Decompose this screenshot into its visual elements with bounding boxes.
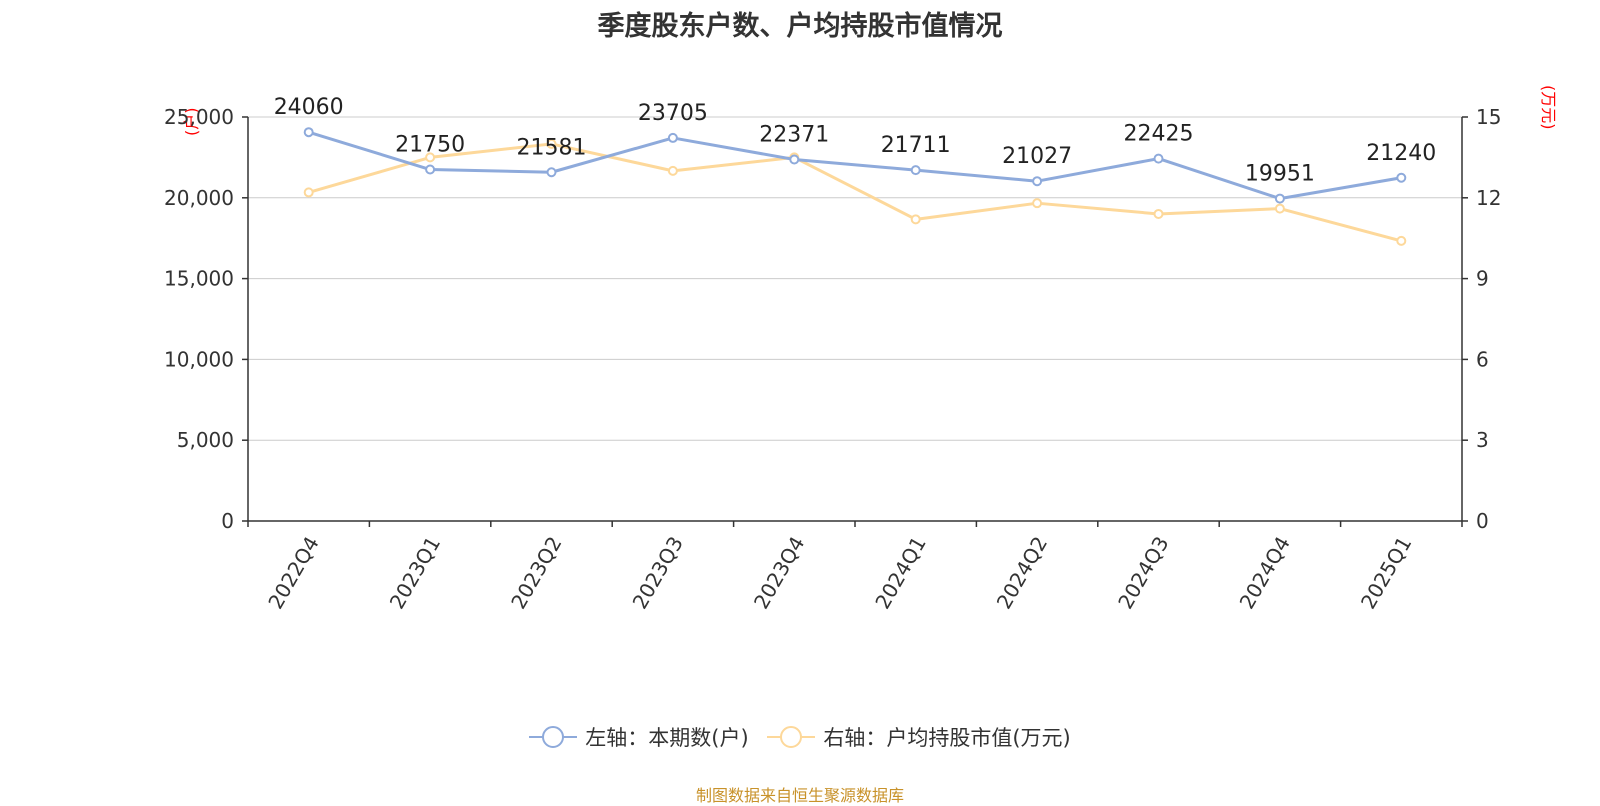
legend-label-avg-value: 右轴：户均持股市值(万元): [823, 726, 1071, 750]
data-point-households: [546, 167, 557, 178]
right-axis-tick-label: 3: [1476, 428, 1489, 452]
left-axis-tick-label: 25,000: [164, 105, 234, 129]
data-point-households: [1153, 153, 1164, 164]
data-label: 24060: [274, 95, 344, 120]
data-point-avg-value: [425, 152, 436, 163]
x-axis-tick-label: 2023Q4: [749, 532, 809, 613]
source-note: 制图数据来自恒生聚源数据库: [695, 786, 904, 805]
left-axis-tick-label: 5,000: [177, 428, 234, 452]
data-point-avg-value: [1396, 235, 1407, 246]
legend-label-households: 左轴：本期数(户): [585, 726, 749, 750]
data-point-avg-value: [1032, 198, 1043, 209]
data-label: 21240: [1366, 141, 1436, 166]
data-point-households: [1274, 193, 1285, 204]
data-point-avg-value: [1274, 203, 1285, 214]
data-label: 22425: [1124, 122, 1194, 147]
data-point-avg-value: [667, 165, 678, 176]
legend: 左轴：本期数(户) 右轴：户均持股市值(万元): [0, 722, 1600, 754]
data-label: 19951: [1245, 162, 1315, 187]
data-label: 23705: [638, 101, 708, 126]
data-point-households: [303, 127, 314, 138]
right-axis-tick-label: 6: [1476, 347, 1489, 371]
x-axis-tick-label: 2023Q3: [628, 532, 688, 613]
left-axis-tick-label: 15,000: [164, 267, 234, 291]
data-label: 21027: [1002, 144, 1072, 169]
data-point-avg-value: [546, 138, 557, 149]
data-point-households: [910, 165, 921, 176]
legend-item-avg-value[interactable]: 右轴：户均持股市值(万元): [767, 722, 1071, 752]
left-axis-tick-label: 0: [221, 509, 234, 533]
line-chart: 0 5,000 10,000 15,000 20,000 25,000 0 3 6 9 12 15 20…: [164, 95, 1501, 613]
x-axis-tick-label: 2024Q4: [1235, 532, 1295, 613]
data-point-households: [667, 132, 678, 143]
data-point-households: [425, 164, 436, 175]
right-axis-tick-label: 12: [1476, 186, 1501, 210]
right-axis-tick-label: 9: [1476, 267, 1489, 291]
data-point-households: [1396, 172, 1407, 183]
legend-line-circle-icon: [767, 725, 816, 749]
data-point-households: [1032, 176, 1043, 187]
right-axis-tick-label: 0: [1476, 509, 1489, 533]
chart-title: 季度股东户数、户均持股市值情况: [597, 11, 1003, 42]
right-axis-tick-label: 15: [1476, 105, 1501, 129]
series-line-households: [308, 130, 1402, 201]
left-axis-tick-label: 10,000: [164, 347, 234, 371]
series-line-avg-value: [308, 142, 1402, 243]
x-axis-tick-label: 2023Q1: [385, 532, 445, 613]
data-label: 21581: [517, 135, 587, 160]
x-axis-tick-label: 2024Q3: [1113, 532, 1173, 613]
left-axis-tick-label: 20,000: [164, 186, 234, 210]
x-axis-tick-label: 2024Q1: [870, 532, 930, 613]
data-point-avg-value: [1153, 208, 1164, 219]
x-axis-tick-label: 2025Q1: [1356, 532, 1416, 613]
legend-item-households[interactable]: 左轴：本期数(户): [529, 722, 749, 752]
x-axis-tick-label: 2022Q4: [263, 532, 323, 613]
data-label: 21750: [395, 133, 465, 158]
data-point-households: [789, 154, 800, 165]
x-axis-tick-label: 2023Q2: [506, 532, 566, 613]
data-point-avg-value: [910, 214, 921, 225]
legend-line-circle-icon: [529, 725, 578, 749]
data-label: 22371: [759, 122, 829, 147]
data-point-avg-value: [303, 187, 314, 198]
data-label: 21711: [881, 133, 951, 158]
x-axis-tick-label: 2024Q2: [992, 532, 1052, 613]
